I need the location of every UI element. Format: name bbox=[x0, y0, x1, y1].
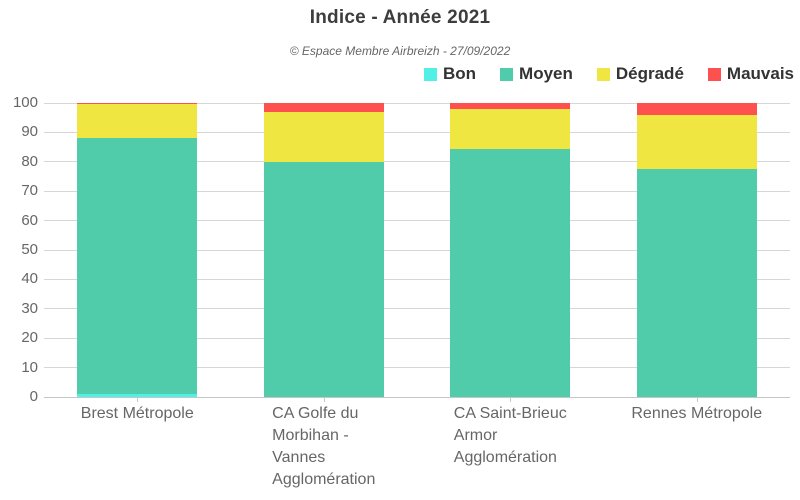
legend-item-degrade[interactable]: Dégradé bbox=[596, 64, 684, 84]
legend-label: Dégradé bbox=[615, 64, 684, 83]
legend-item-moyen[interactable]: Moyen bbox=[500, 64, 573, 84]
legend-item-bon[interactable]: Bon bbox=[423, 64, 477, 84]
chart-title: Indice - Année 2021 bbox=[309, 7, 491, 28]
legend-label: Moyen bbox=[519, 64, 573, 83]
bar-3 bbox=[450, 103, 571, 397]
legend-label: Mauvais bbox=[726, 64, 794, 83]
bar-2 bbox=[263, 103, 384, 397]
y-axis-tick-label: 90 bbox=[21, 123, 38, 141]
y-axis-tick-label: 100 bbox=[12, 94, 38, 111]
x-category-label-line: CA Saint-Brieuc bbox=[453, 405, 567, 422]
x-axis-tick bbox=[323, 397, 325, 402]
legend-item-mauvais[interactable]: Mauvais bbox=[707, 64, 794, 84]
bar-segment-degrade[interactable] bbox=[636, 114, 757, 170]
x-category-label-line: Agglomération bbox=[453, 449, 557, 466]
y-axis-tick-label: 30 bbox=[21, 299, 38, 317]
y-axis-tick-label: 40 bbox=[21, 270, 38, 288]
legend-swatch-icon bbox=[500, 67, 514, 81]
x-axis-tick bbox=[696, 397, 698, 402]
y-axis-tick-label: 80 bbox=[21, 152, 38, 170]
y-axis-tick-label: 20 bbox=[21, 329, 38, 347]
x-category-label: Rennes Métropole bbox=[631, 403, 762, 425]
bar-4 bbox=[636, 103, 757, 397]
legend-label: Bon bbox=[442, 64, 477, 83]
bar-segment-moyen[interactable] bbox=[77, 138, 198, 395]
y-axis-tick-label: 10 bbox=[21, 358, 38, 376]
chart-subtitle: © Espace Membre Airbreizh - 27/09/2022 bbox=[289, 44, 511, 58]
bar-segment-moyen[interactable] bbox=[636, 169, 757, 397]
bar-segment-moyen[interactable] bbox=[450, 148, 571, 397]
bar-segment-degrade[interactable] bbox=[77, 104, 198, 139]
x-category-label-line: CA Golfe du bbox=[272, 405, 359, 422]
bar-segment-mauvais[interactable] bbox=[450, 103, 571, 109]
bar-segment-mauvais[interactable] bbox=[636, 103, 757, 115]
x-category-label: CA Saint-Brieuc Armor Agglomération bbox=[454, 403, 567, 469]
x-axis-line bbox=[44, 396, 790, 398]
bar-segment-mauvais[interactable] bbox=[77, 103, 198, 105]
bar-segment-mauvais[interactable] bbox=[263, 103, 384, 112]
bar-segment-degrade[interactable] bbox=[263, 111, 384, 162]
y-axis-tick-label: 60 bbox=[21, 211, 38, 229]
x-category-label-line: Rennes Métropole bbox=[631, 405, 763, 422]
x-category-label: CA Golfe du Morbihan - Vannes Agglomération bbox=[272, 403, 375, 491]
x-category-label-line: Morbihan - bbox=[272, 427, 349, 444]
legend-swatch-icon bbox=[596, 67, 610, 81]
x-axis-tick bbox=[510, 397, 512, 402]
y-axis-tick-label: 70 bbox=[21, 182, 38, 200]
legend-swatch-icon bbox=[707, 67, 721, 81]
bar-segment-moyen[interactable] bbox=[263, 161, 384, 397]
legend-swatch-icon bbox=[423, 67, 437, 81]
x-category-label: Brest Métropole bbox=[81, 403, 194, 425]
x-category-label-line: Armor bbox=[453, 427, 498, 444]
x-axis-tick bbox=[137, 397, 139, 402]
bar-1 bbox=[77, 103, 198, 397]
y-axis-tick-label: 0 bbox=[29, 388, 38, 405]
x-category-label-line: Agglomération bbox=[272, 471, 376, 488]
legend: Bon Moyen Dégradé Mauvais bbox=[423, 64, 794, 84]
bar-segment-bon[interactable] bbox=[77, 394, 198, 397]
bar-segment-degrade[interactable] bbox=[450, 108, 571, 149]
y-axis-tick-label: 50 bbox=[21, 241, 38, 258]
x-category-label-line: Vannes bbox=[272, 449, 326, 466]
x-category-label-line: Brest Métropole bbox=[80, 405, 194, 422]
